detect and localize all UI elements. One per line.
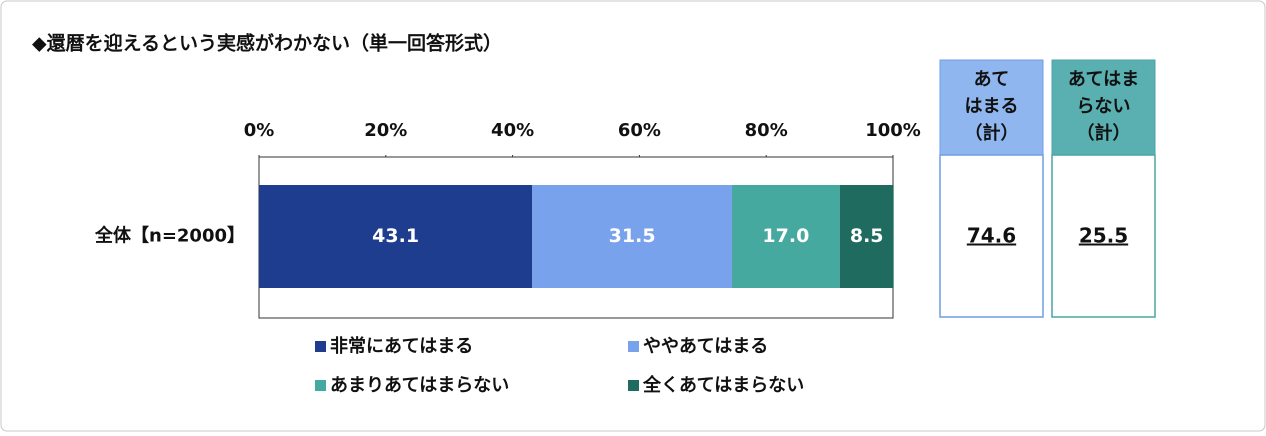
summary-header [939,59,1044,156]
bar-segment [839,185,894,288]
summary-label: （計） [1077,122,1131,144]
x-tick-label: 80% [745,120,788,141]
legend-swatch [628,380,639,391]
category-label: 全体【n=2000】 [94,225,245,247]
legend-swatch [628,341,639,352]
value-label: 31.5 [609,225,656,247]
bar-segment [731,185,840,288]
x-tick-label: 40% [491,120,534,141]
legend-label: 全くあてはまらない [642,374,804,396]
x-tick-label: 100% [865,120,921,141]
summary-label: はまる [965,96,1019,117]
bar-segment [259,185,533,288]
summary-label: （計） [965,122,1019,144]
legend-label: ややあてはまる [643,336,768,357]
value-label: 43.1 [372,225,419,247]
legend-swatch [315,380,326,391]
summary-body [939,154,1044,318]
summary-header [1051,59,1156,156]
value-label: 8.5 [850,225,884,247]
chart-title: ◆還暦を迎えるという実感がわかない（単一回答形式） [32,32,502,55]
legend-label: あまりあてはまらない [330,375,509,396]
x-tick-label: 20% [364,120,407,141]
x-tick-label: 60% [618,120,661,141]
summary-value: 74.6 [967,224,1016,248]
legend-swatch [315,341,326,352]
value-label: 17.0 [762,225,809,247]
summary-value: 25.5 [1079,224,1128,248]
summary-label: あてはま [1068,69,1139,90]
x-tick-label: 0% [244,120,275,141]
bar-segment [532,185,732,288]
summary-body [1051,154,1156,318]
legend-label: 非常にあてはまる [330,335,473,357]
summary-label: あて [974,69,1010,90]
summary-label: らない [1077,96,1131,117]
